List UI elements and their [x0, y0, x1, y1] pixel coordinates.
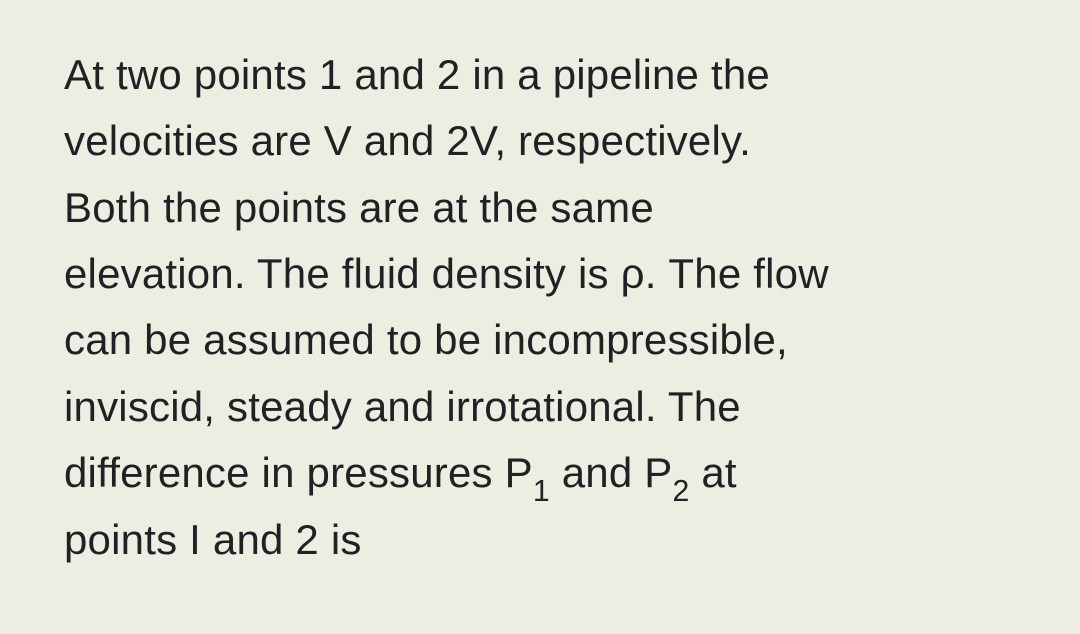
- text-line-1: At two points 1 and 2 in a pipeline the: [64, 51, 770, 98]
- subscript-1: 1: [533, 475, 550, 508]
- subscript-2: 2: [672, 475, 689, 508]
- text-line-4: elevation. The fluid density is ρ. The f…: [64, 250, 829, 297]
- text-line-7b: and P: [550, 449, 673, 496]
- text-line-2: velocities are V and 2V, respectively.: [64, 117, 751, 164]
- text-line-5: can be assumed to be incompressible,: [64, 316, 788, 363]
- text-line-7c: at: [689, 449, 736, 496]
- problem-text: At two points 1 and 2 in a pipeline the …: [0, 0, 1080, 573]
- text-line-8: points I and 2 is: [64, 516, 362, 563]
- text-line-6: inviscid, steady and irrotational. The: [64, 383, 741, 430]
- text-line-7a: difference in pressures P: [64, 449, 533, 496]
- text-line-3: Both the points are at the same: [64, 184, 654, 231]
